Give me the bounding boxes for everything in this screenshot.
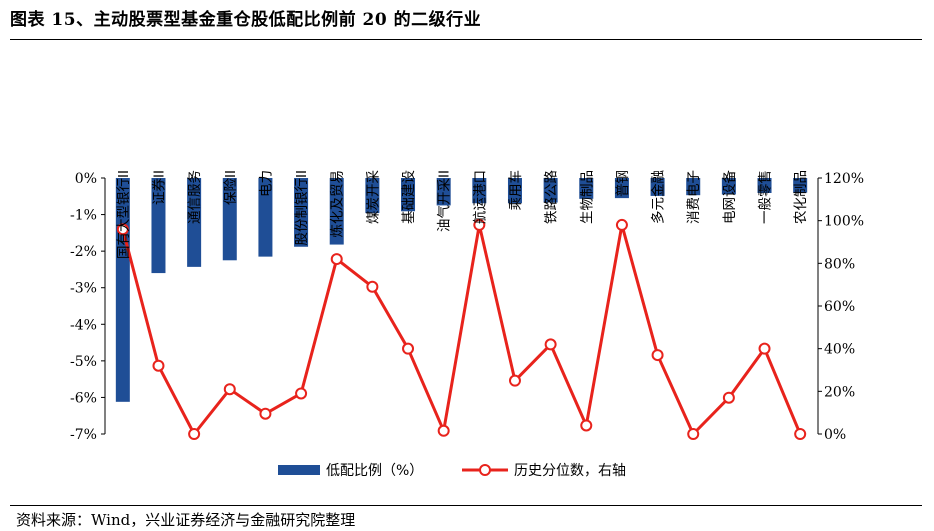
line-point bbox=[687, 428, 700, 440]
legend-line-marker bbox=[479, 464, 491, 476]
axes: 0% -1% -2% -3% -4% -5% -6% -7% 120% 100% 80% 60% 40%… bbox=[70, 171, 864, 443]
line-point bbox=[116, 223, 129, 236]
category-label: 证券II bbox=[151, 170, 167, 205]
line-point bbox=[758, 342, 771, 355]
line-point bbox=[615, 218, 628, 231]
line-point bbox=[402, 342, 415, 355]
left-tick-label: -6% bbox=[70, 390, 97, 406]
line-point bbox=[722, 391, 735, 404]
bar-series bbox=[115, 178, 808, 402]
line-point bbox=[330, 253, 343, 266]
legend-bar-swatch bbox=[278, 465, 320, 475]
category-label: 保险II bbox=[223, 170, 239, 205]
bar bbox=[294, 178, 309, 247]
bar bbox=[472, 178, 487, 204]
legend: 低配比例（%） 历史分位数，右轴 bbox=[278, 463, 626, 479]
right-tick-label: 40% bbox=[824, 342, 855, 358]
category-label: 油气开采II bbox=[437, 170, 453, 232]
bar bbox=[365, 178, 380, 214]
line-point bbox=[508, 374, 521, 387]
line-point bbox=[295, 387, 308, 400]
bar bbox=[614, 178, 629, 199]
right-tick-label: 20% bbox=[824, 384, 855, 400]
right-tick-label: 0% bbox=[824, 427, 846, 443]
legend-line-label: 历史分位数，右轴 bbox=[514, 463, 626, 479]
page-title: 图表 15、主动股票型基金重仓股低配比例前 20 的二级行业 bbox=[10, 10, 482, 30]
category-label: 普钢 bbox=[615, 170, 631, 197]
left-tick-label: -3% bbox=[70, 281, 97, 297]
line-point bbox=[544, 338, 557, 351]
bar bbox=[507, 178, 522, 204]
category-label: 一般零售 bbox=[758, 170, 774, 224]
line-series bbox=[116, 218, 807, 440]
category-label: 农化制品 bbox=[793, 170, 809, 224]
title-divider bbox=[10, 39, 922, 40]
percentile-line bbox=[121, 223, 802, 436]
bar bbox=[187, 178, 202, 267]
category-label: 股份制银行II bbox=[294, 170, 310, 245]
line-point bbox=[651, 349, 664, 362]
left-tick-label: 0% bbox=[75, 171, 97, 187]
right-tick-label: 100% bbox=[824, 214, 864, 230]
left-tick-label: -7% bbox=[70, 427, 97, 443]
line-point bbox=[794, 428, 807, 440]
left-tick-label: -1% bbox=[70, 208, 97, 224]
category-label: 电网设备 bbox=[721, 170, 738, 224]
right-tick-label: 120% bbox=[824, 171, 864, 187]
category-label: 煤炭开采 bbox=[365, 170, 381, 224]
bar bbox=[543, 178, 558, 203]
line-point bbox=[188, 428, 201, 440]
line-point bbox=[473, 218, 486, 231]
left-tick-label: -4% bbox=[70, 317, 97, 333]
bar bbox=[258, 178, 273, 257]
bar bbox=[436, 178, 451, 206]
category-label: 多元金融 bbox=[650, 170, 667, 224]
bar bbox=[757, 178, 772, 193]
category-label: 电力 bbox=[258, 170, 274, 197]
line-point bbox=[580, 419, 593, 432]
category-label: 通信服务 bbox=[187, 170, 203, 224]
bar bbox=[793, 178, 808, 193]
source-note: 资料来源：Wind，兴业证券经济与金融研究院整理 bbox=[16, 511, 356, 529]
category-label: 炼化及贸易 bbox=[330, 170, 346, 238]
chart: 0% -1% -2% -3% -4% -5% -6% -7% 120% 100% 80% 60% 40%… bbox=[70, 170, 864, 479]
line-point bbox=[437, 424, 450, 437]
category-label: 生物制品 bbox=[579, 170, 595, 224]
category-labels: 国有大型银行II 证券II 通信服务 保险II 电力 股份制银行II 炼化及贸易 煤炭开采 基础… bbox=[116, 170, 809, 259]
bar bbox=[650, 178, 665, 196]
line-point bbox=[259, 407, 272, 420]
bar bbox=[721, 178, 736, 195]
right-tick-label: 60% bbox=[824, 299, 855, 315]
bar bbox=[579, 178, 594, 199]
left-tick-label: -2% bbox=[70, 244, 97, 260]
source-divider bbox=[10, 505, 922, 506]
bar bbox=[329, 178, 344, 245]
legend-bar-label: 低配比例（%） bbox=[326, 463, 423, 479]
category-label: 航运港口 bbox=[472, 170, 488, 224]
line-point bbox=[152, 359, 165, 372]
right-tick-label: 80% bbox=[824, 256, 855, 272]
left-tick-label: -5% bbox=[70, 354, 97, 370]
bar bbox=[686, 178, 701, 196]
bar bbox=[151, 178, 166, 274]
category-label: 国有大型银行II bbox=[116, 170, 132, 259]
line-point bbox=[366, 280, 379, 293]
bar bbox=[222, 178, 237, 261]
category-label: 乘用车 bbox=[507, 170, 524, 211]
line-point bbox=[223, 383, 236, 396]
category-label: 基础建设 bbox=[400, 170, 417, 224]
bar bbox=[401, 178, 416, 212]
category-label: 铁路公路 bbox=[544, 170, 560, 224]
category-label: 消费电子 bbox=[686, 170, 702, 224]
